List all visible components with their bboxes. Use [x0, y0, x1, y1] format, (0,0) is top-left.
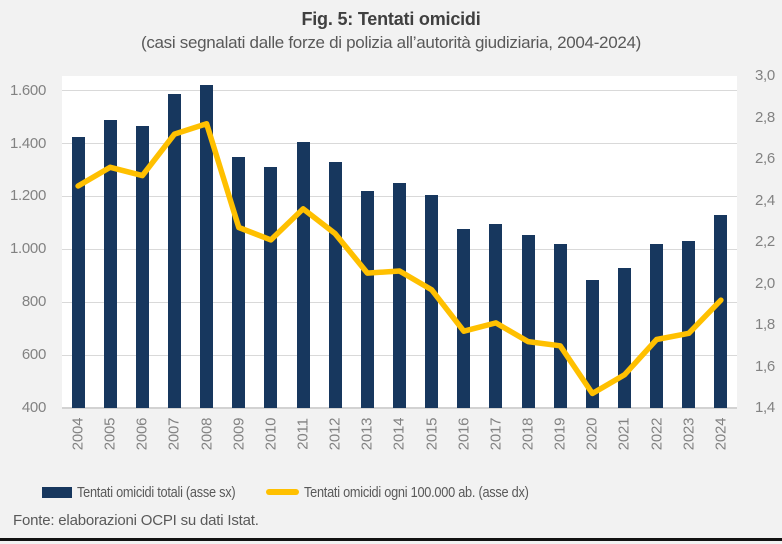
- x-tick-2020: 2020: [576, 410, 608, 458]
- bar-2017: [489, 223, 503, 408]
- x-tick-2021: 2021: [608, 410, 640, 458]
- bar-2020: [585, 280, 599, 408]
- x-tick-2022: 2022: [641, 410, 673, 458]
- source-note: Fonte: elaborazioni OCPI su dati Istat.: [13, 512, 259, 529]
- x-tick-2019: 2019: [544, 410, 576, 458]
- legend-label-line: Tentati omicidi ogni 100.000 ab. (asse d…: [304, 483, 529, 501]
- bar-2004: [71, 136, 85, 408]
- x-tick-2023: 2023: [673, 410, 705, 458]
- x-tick-label: 2015: [423, 417, 441, 451]
- legend-item-bars: Tentati omicidi totali (asse sx): [42, 481, 263, 503]
- chart-title: Fig. 5: Tentati omicidi: [301, 9, 481, 29]
- bar-2007: [168, 93, 181, 408]
- x-tick-2015: 2015: [416, 410, 448, 458]
- y-right-tick-1,4: 1,4: [755, 399, 775, 416]
- x-tick-label: 2021: [615, 417, 633, 451]
- x-tick-2009: 2009: [223, 410, 255, 458]
- figure-bottom-border: [0, 538, 782, 541]
- y-right-tick-1,6: 1,6: [755, 357, 775, 375]
- x-tick-label: 2011: [294, 418, 312, 450]
- y-left-tick-1.600: 1.600: [9, 81, 46, 99]
- x-tick-2016: 2016: [448, 410, 480, 458]
- x-tick-label: 2017: [487, 417, 505, 451]
- bar-2005: [103, 120, 117, 408]
- x-tick-2024: 2024: [705, 410, 737, 458]
- x-tick-label: 2018: [519, 417, 537, 451]
- x-tick-label: 2006: [133, 417, 151, 451]
- x-tick-2006: 2006: [126, 410, 158, 458]
- y-axis-left: 400 600 800 1.000 1.200 1.400 1.600: [0, 76, 46, 416]
- x-tick-label: 2020: [583, 417, 601, 451]
- y-right-tick-2,6: 2,6: [755, 150, 775, 167]
- y-right-tick-2,4: 2,4: [755, 191, 775, 209]
- y-right-tick-2,2: 2,2: [755, 233, 775, 250]
- gridline-1.600: [62, 90, 737, 92]
- y-left-tick-400: 400: [21, 399, 46, 416]
- x-tick-2018: 2018: [512, 410, 544, 458]
- x-tick-label: 2010: [262, 417, 280, 451]
- bar-2019: [553, 244, 567, 408]
- x-tick-label: 2019: [551, 417, 569, 451]
- x-tick-2007: 2007: [158, 410, 190, 458]
- x-tick-label: 2004: [69, 417, 87, 451]
- x-tick-label: 2009: [230, 417, 248, 451]
- bar-2016: [457, 228, 471, 408]
- x-tick-label: 2013: [358, 417, 376, 451]
- x-tick-2012: 2012: [319, 410, 351, 458]
- line-series-swatch: [266, 489, 299, 495]
- x-axis: 2004 2005 2006 2007 2008 2009 2010 2011 2012 2013…: [62, 410, 737, 458]
- x-tick-2010: 2010: [255, 410, 287, 458]
- x-tick-label: 2014: [390, 417, 408, 451]
- y-left-tick-1.000: 1.000: [9, 240, 46, 258]
- x-tick-2005: 2005: [94, 410, 126, 458]
- bar-2015: [425, 195, 439, 408]
- x-tick-2017: 2017: [480, 410, 512, 458]
- legend: Tentati omicidi totali (asse sx) Tentati…: [0, 481, 782, 503]
- legend-label-bars: Tentati omicidi totali (asse sx): [77, 483, 236, 501]
- x-tick-2013: 2013: [351, 410, 383, 458]
- y-right-tick-2,0: 2,0: [755, 274, 775, 292]
- bar-2022: [650, 244, 664, 408]
- x-tick-label: 2008: [198, 417, 216, 451]
- x-tick-label: 2007: [165, 417, 183, 451]
- x-tick-2008: 2008: [191, 410, 223, 458]
- plot-area: [62, 76, 737, 409]
- y-left-tick-800: 800: [21, 293, 46, 311]
- x-tick-label: 2016: [455, 417, 473, 451]
- y-axis-right: 1,4 1,6 1,8 2,0 2,2 2,4 2,6 2,8 3,0: [755, 68, 782, 416]
- bar-series-swatch: [42, 486, 72, 498]
- x-tick-2011: 2011: [287, 410, 319, 458]
- bar-2013: [360, 190, 374, 408]
- gridline-400: [62, 407, 737, 409]
- bar-2008: [200, 84, 214, 408]
- bar-2014: [393, 182, 406, 408]
- x-tick-2014: 2014: [383, 410, 415, 458]
- x-tick-label: 2023: [680, 417, 698, 451]
- legend-item-line: Tentati omicidi ogni 100.000 ab. (asse d…: [266, 481, 568, 503]
- x-tick-2004: 2004: [62, 410, 94, 458]
- y-right-tick-2,8: 2,8: [755, 108, 775, 126]
- gridline-1.400: [62, 142, 737, 144]
- bar-2010: [264, 167, 278, 408]
- y-right-tick-1,8: 1,8: [755, 316, 775, 333]
- bar-2024: [714, 214, 728, 408]
- bar-2012: [328, 162, 342, 408]
- x-tick-label: 2024: [712, 417, 730, 451]
- y-left-tick-600: 600: [21, 346, 46, 364]
- y-left-tick-1.400: 1.400: [9, 134, 46, 152]
- bar-2018: [521, 234, 535, 408]
- trend-line-svg: [75, 120, 724, 397]
- y-left-tick-1.200: 1.200: [9, 187, 46, 205]
- y-right-tick-3,0: 3,0: [755, 67, 775, 84]
- trend-line: [75, 120, 724, 397]
- chart-subtitle: (casi segnalati dalle forze di polizia a…: [140, 33, 642, 52]
- bar-2023: [682, 240, 696, 408]
- x-tick-label: 2022: [648, 417, 666, 451]
- x-tick-label: 2005: [101, 417, 119, 451]
- x-tick-label: 2012: [326, 417, 344, 451]
- bar-2006: [135, 125, 149, 408]
